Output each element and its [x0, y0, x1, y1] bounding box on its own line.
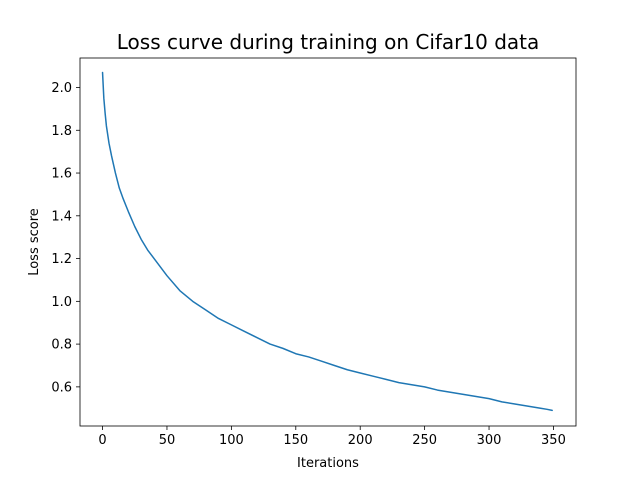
- axis-ticks: 0 50 100 150 200 250 300 350 0.6 0.8 1.0 1.2 1.4 1.6 1…: [51, 81, 566, 448]
- y-tick-label: 2.0: [51, 81, 72, 96]
- y-tick-label: 0.8: [51, 338, 72, 353]
- y-tick-label: 0.6: [51, 380, 72, 395]
- y-tick-label: 1.0: [51, 295, 72, 310]
- x-axis-label: Iterations: [297, 456, 359, 471]
- y-tick-label: 1.8: [51, 124, 72, 139]
- y-tick-label: 1.2: [51, 252, 72, 267]
- y-tick-label: 1.6: [51, 167, 72, 182]
- x-tick-label: 50: [159, 433, 176, 448]
- x-tick-label: 250: [412, 433, 437, 448]
- x-tick-label: 0: [98, 433, 106, 448]
- chart-title: Loss curve during training on Cifar10 da…: [117, 30, 540, 54]
- x-tick-label: 100: [219, 433, 244, 448]
- loss-series-line-0: [101, 71, 553, 412]
- x-tick-label: 150: [283, 433, 308, 448]
- x-tick-label: 300: [477, 433, 502, 448]
- plot-frame: [79, 57, 577, 427]
- y-axis-label: Loss score: [27, 208, 42, 276]
- x-tick-label: 350: [541, 433, 566, 448]
- y-tick-label: 1.4: [51, 209, 72, 224]
- plot-area: [79, 57, 577, 427]
- x-tick-label: 200: [348, 433, 373, 448]
